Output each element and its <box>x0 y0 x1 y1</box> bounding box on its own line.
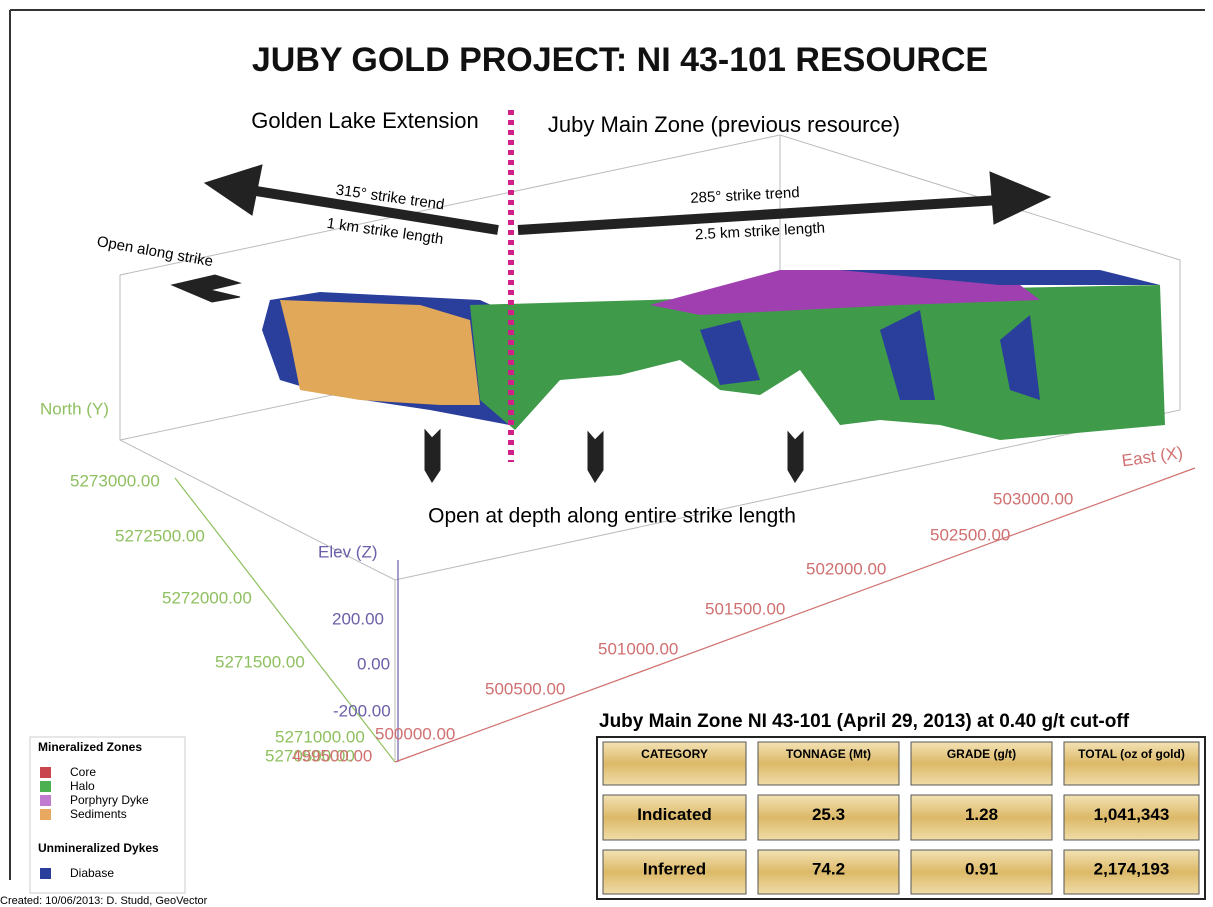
east-tick-label: 502500.00 <box>930 525 1010 544</box>
east-tick-label: 501000.00 <box>598 639 678 658</box>
table-cell-text: 1,041,343 <box>1094 805 1170 824</box>
zone-label: Juby Main Zone (previous resource) <box>548 112 900 137</box>
legend-swatch <box>40 781 51 792</box>
depth-arrow <box>425 430 440 482</box>
north-tick-label: 5272000.00 <box>162 588 252 607</box>
table-cell-text: 25.3 <box>812 805 845 824</box>
north-tick-label: 5273000.00 <box>70 471 160 490</box>
elev-tick-label: -200.00 <box>333 701 391 720</box>
table-header: CATEGORY <box>641 747 708 761</box>
elev-tick-label: 0.00 <box>357 654 390 673</box>
table-header: TONNAGE (Mt) <box>786 747 871 761</box>
table-cell-text: 74.2 <box>812 859 845 878</box>
north-tick-label: 5271500.00 <box>215 652 305 671</box>
legend-swatch <box>40 809 51 820</box>
east-tick-label: 503000.00 <box>993 489 1073 508</box>
sediments <box>280 300 480 405</box>
legend-group-title: Mineralized Zones <box>38 740 142 754</box>
east-tick-label: 502000.00 <box>806 559 886 578</box>
legend-label: Core <box>70 765 96 779</box>
legend-group-title: Unmineralized Dykes <box>38 841 159 855</box>
legend-swatch <box>40 868 51 879</box>
north-tick-label: 5271000.00 <box>275 727 365 746</box>
east-tick-label: 501500.00 <box>705 599 785 618</box>
table-cell-text: Indicated <box>637 805 712 824</box>
table-cell-text: 1.28 <box>965 805 998 824</box>
table-header: GRADE (g/t) <box>947 747 1016 761</box>
legend-swatch <box>40 795 51 806</box>
legend-label: Halo <box>70 779 95 793</box>
footer: Created: 10/06/2013: D. Studd, GeoVector <box>0 895 208 907</box>
elev-tick-label: 200.00 <box>332 609 384 628</box>
open-depth-label: Open at depth along entire strike length <box>428 505 796 528</box>
east-tick-label: 500500.00 <box>485 679 565 698</box>
legend-label: Diabase <box>70 866 114 880</box>
title: JUBY GOLD PROJECT: NI 43-101 RESOURCE <box>252 41 988 79</box>
table-cell-text: 2,174,193 <box>1094 859 1170 878</box>
table-cell-text: 0.91 <box>965 859 998 878</box>
north-tick-label: 5272500.00 <box>115 526 205 545</box>
legend-label: Sediments <box>70 807 127 821</box>
zone-label: Golden Lake Extension <box>251 108 479 133</box>
legend-swatch <box>40 767 51 778</box>
table-title: Juby Main Zone NI 43-101 (April 29, 2013… <box>599 711 1130 732</box>
table-header: TOTAL (oz of gold) <box>1078 747 1185 761</box>
east-tick-label: 500000.00 <box>375 724 455 743</box>
north-axis-label: North (Y) <box>40 399 109 418</box>
legend-label: Porphyry Dyke <box>70 793 149 807</box>
elev-axis-label: Elev (Z) <box>318 542 378 561</box>
table-cell-text: Inferred <box>643 859 706 878</box>
east-tick-label: 499500.00 <box>292 746 372 765</box>
page: JUBY GOLD PROJECT: NI 43-101 RESOURCE Go… <box>0 0 1213 907</box>
